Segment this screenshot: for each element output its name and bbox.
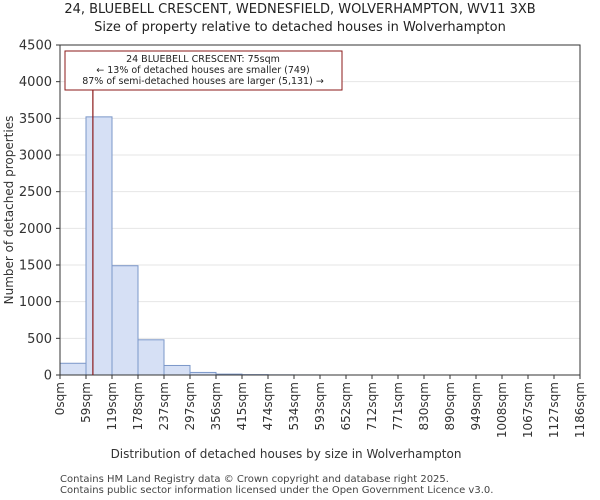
y-tick-label: 2500 <box>19 185 52 200</box>
x-tick-label: 0sqm <box>53 382 67 415</box>
y-tick-label: 500 <box>27 332 52 347</box>
x-tick-label: 593sqm <box>313 382 327 430</box>
chart-subtitle: Size of property relative to detached ho… <box>94 20 506 35</box>
footer-copyright: Contains HM Land Registry data © Crown c… <box>60 474 449 485</box>
histogram-bar <box>85 116 113 376</box>
annotation-frame <box>64 50 343 91</box>
y-tick-label: 3000 <box>19 149 52 164</box>
x-tick-label: 712sqm <box>365 382 379 430</box>
histogram-bar <box>59 362 87 376</box>
x-tick-label: 949sqm <box>469 382 483 430</box>
x-tick-label: 59sqm <box>79 382 93 423</box>
x-tick-label: 297sqm <box>183 382 197 430</box>
x-tick-label: 1186sqm <box>573 382 587 438</box>
y-tick-label: 4000 <box>19 75 52 90</box>
y-tick-label: 1000 <box>19 295 52 310</box>
x-tick-label: 1067sqm <box>521 382 535 438</box>
x-tick-label: 1127sqm <box>547 382 561 438</box>
histogram-bar <box>163 364 191 376</box>
histogram-bar <box>137 339 165 376</box>
x-tick-label: 652sqm <box>339 382 353 430</box>
annotation-box: 24 BLUEBELL CRESCENT: 75sqm ← 13% of det… <box>64 50 343 91</box>
y-tick-label: 3500 <box>19 112 52 127</box>
x-axis-label: Distribution of detached houses by size … <box>111 447 462 461</box>
annotation-line-3: 87% of semi-detached houses are larger (… <box>82 76 324 87</box>
x-tick-label: 1008sqm <box>495 382 509 438</box>
x-tick-label: 119sqm <box>105 382 119 430</box>
footer-licence: Contains public sector information licen… <box>60 485 494 496</box>
x-tick-label: 178sqm <box>131 382 145 430</box>
annotation-line-1: 24 BLUEBELL CRESCENT: 75sqm <box>126 54 280 65</box>
x-tick-label: 237sqm <box>157 382 171 430</box>
annotation-line-2: ← 13% of detached houses are smaller (74… <box>96 65 309 76</box>
y-tick-label: 4500 <box>19 39 52 54</box>
y-tick-label: 1500 <box>19 259 52 274</box>
y-tick-label: 2000 <box>19 222 52 237</box>
chart-title-address: 24, BLUEBELL CRESCENT, WEDNESFIELD, WOLV… <box>64 2 536 17</box>
x-tick-label: 474sqm <box>261 382 275 430</box>
x-tick-label: 830sqm <box>417 382 431 430</box>
histogram-bar <box>111 265 139 376</box>
x-tick-label: 890sqm <box>443 382 457 430</box>
x-tick-label: 415sqm <box>235 382 249 430</box>
x-tick-label: 356sqm <box>209 382 223 430</box>
x-tick-label: 771sqm <box>391 382 405 430</box>
y-axis-label: Number of detached properties <box>2 116 16 305</box>
x-tick-label: 534sqm <box>287 382 301 430</box>
y-tick-label: 0 <box>44 369 52 384</box>
